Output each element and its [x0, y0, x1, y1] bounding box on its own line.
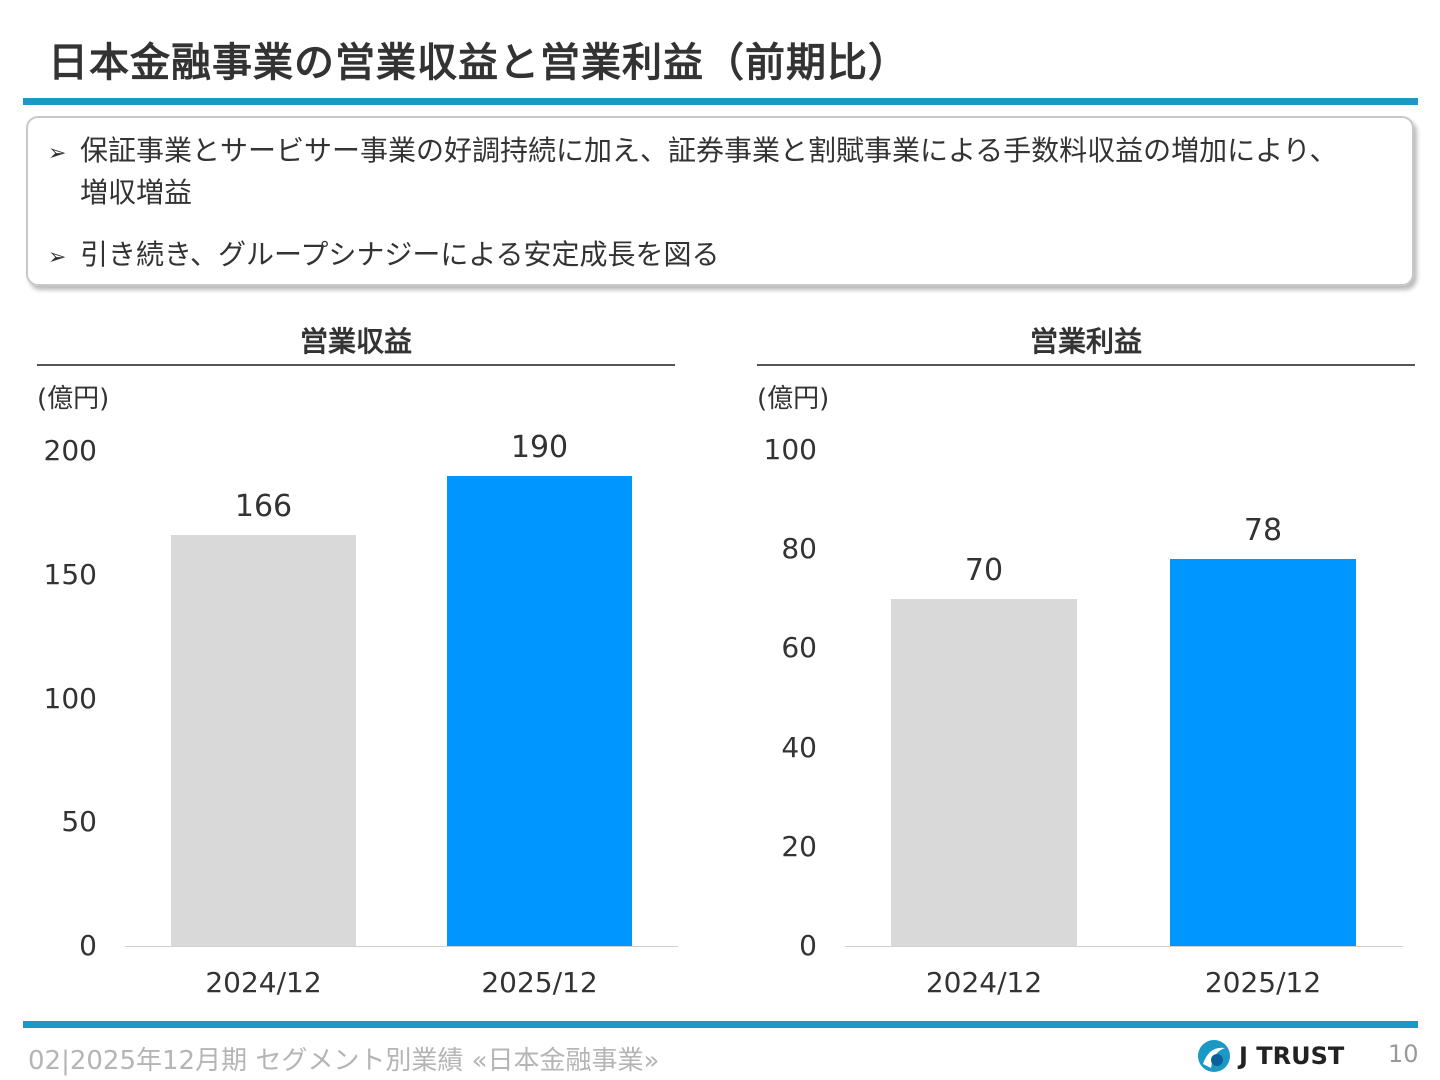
y-tick-label: 200 [43, 434, 97, 467]
summary-bullet-1-cont: 増収増益 [80, 176, 193, 209]
data-label: 166 [234, 489, 293, 525]
y-axis-unit: (億円) [37, 384, 110, 414]
page-title: 日本金融事業の営業収益と営業利益（前期比） [48, 40, 909, 86]
bar-2025/12 [447, 475, 632, 946]
bar-2024/12 [891, 598, 1077, 946]
y-tick-label: 40 [781, 730, 817, 764]
summary-bullet-2: ➢ 引き続き、グループシナジーによる安定成長を図る [48, 234, 720, 279]
bar-2025/12 [1170, 559, 1356, 946]
chart-title-rule [37, 364, 675, 366]
jtrust-logo-icon [1198, 1040, 1230, 1072]
bullet-text: 保証事業とサービサー事業の好調持続に加え、証券事業と割賦事業による手数料収益の増… [80, 134, 1338, 167]
data-label: 78 [1243, 513, 1283, 549]
footer-rule [23, 1021, 1418, 1028]
bar-2024/12 [171, 535, 356, 946]
x-tick-label: 2025/12 [481, 966, 598, 999]
chart-title: 営業収益 [299, 325, 412, 358]
footer-text: 02|2025年12月期 セグメント別業績 «日本金融事業» [28, 1046, 660, 1076]
x-tick-label: 2024/12 [925, 966, 1043, 999]
y-tick-label: 20 [781, 829, 817, 863]
x-axis-line [125, 946, 678, 947]
arrow-bullet-icon: ➢ [48, 141, 67, 166]
chart-title-rule [757, 364, 1415, 366]
bullet-text: 引き続き、グループシナジーによる安定成長を図る [80, 238, 720, 271]
summary-box: ➢ 保証事業とサービサー事業の好調持続に加え、証券事業と割賦事業による手数料収益の… [26, 116, 1414, 286]
x-tick-label: 2024/12 [205, 966, 322, 999]
y-tick-label: 50 [61, 805, 97, 839]
chart-title: 営業利益 [1029, 325, 1142, 358]
summary-bullet-1: ➢ 保証事業とサービサー事業の好調持続に加え、証券事業と割賦事業による手数料収益の… [48, 130, 1338, 175]
data-label: 190 [510, 429, 569, 465]
y-tick-label: 0 [79, 929, 97, 962]
x-tick-label: 2025/12 [1204, 966, 1322, 999]
y-tick-label: 100 [763, 433, 817, 466]
data-label: 70 [964, 552, 1004, 588]
page-number: 10 [1388, 1040, 1419, 1068]
jtrust-logo: J TRUST [1195, 1038, 1344, 1074]
y-tick-label: 100 [43, 681, 97, 715]
y-tick-label: 150 [43, 557, 97, 591]
logo-text: J TRUST [1239, 1042, 1345, 1070]
y-tick-label: 0 [799, 929, 817, 962]
header-rule [23, 98, 1418, 105]
y-tick-label: 80 [781, 532, 817, 566]
x-axis-line [845, 946, 1403, 947]
arrow-bullet-icon: ➢ [48, 245, 67, 270]
y-tick-label: 60 [781, 631, 817, 665]
y-axis-unit: (億円) [757, 384, 830, 414]
